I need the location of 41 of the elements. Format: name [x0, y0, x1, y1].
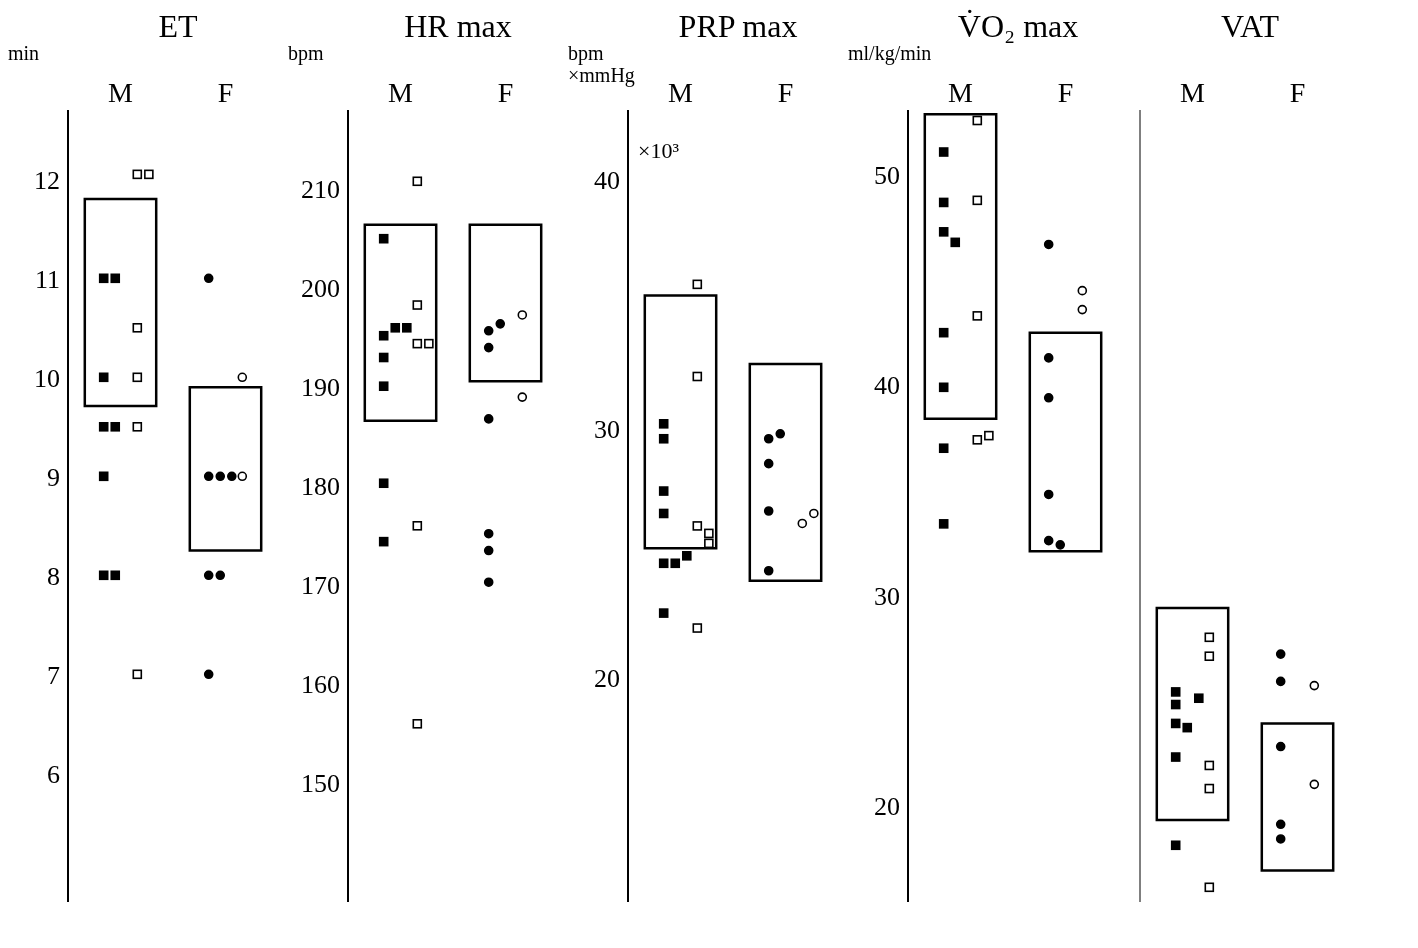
y-tick-label: 8: [47, 561, 60, 591]
y-tick-label: 180: [301, 472, 340, 502]
x-tick-label: F: [217, 77, 234, 108]
y-tick-label: 40: [874, 371, 900, 401]
x-tick-label: M: [668, 77, 694, 108]
y-tick-label: 190: [301, 373, 340, 403]
y-axis-title: bpm: [288, 42, 325, 64]
y-tick-label: 6: [47, 759, 60, 789]
y-tick-label: 11: [34, 264, 60, 294]
y-tick-label: 10: [34, 363, 60, 393]
y-tick-label: 20: [874, 791, 900, 821]
x-tick-label: F: [777, 77, 794, 108]
y-axis-title: ml/kg/min: [848, 42, 933, 64]
y-tick-label: 9: [47, 462, 60, 492]
y-tick-label: 40: [594, 165, 620, 195]
chart-title: V̇O₂ max: [957, 8, 1079, 44]
x-tick-label: M: [388, 77, 414, 108]
y-tick-label: 150: [301, 769, 340, 799]
x-tick-label: F: [1289, 77, 1306, 108]
chart-title: VAT: [1219, 8, 1281, 46]
x-tick-label: M: [948, 77, 974, 108]
annotation: ×10³: [638, 138, 680, 164]
x-tick-label: F: [1057, 77, 1074, 108]
y-tick-label: 12: [34, 165, 60, 195]
y-tick-label: 30: [874, 581, 900, 611]
chart-title: PRP max: [678, 8, 798, 44]
y-tick-label: 7: [47, 660, 60, 690]
y-axis-title: bpm ×mmHg: [568, 42, 636, 86]
y-tick-label: 200: [301, 274, 340, 304]
x-tick-label: M: [1180, 77, 1206, 108]
y-tick-label: 20: [594, 664, 620, 694]
x-tick-label: F: [497, 77, 514, 108]
y-tick-label: 50: [874, 161, 900, 191]
y-tick-label: 210: [301, 175, 340, 205]
y-tick-label: 30: [594, 415, 620, 445]
chart-title: ET: [158, 8, 198, 44]
y-tick-label: 170: [301, 571, 340, 601]
y-axis-title: min: [8, 42, 41, 64]
chart-title: HR max: [404, 8, 512, 44]
x-tick-label: M: [108, 77, 134, 108]
y-tick-label: 160: [301, 670, 340, 700]
